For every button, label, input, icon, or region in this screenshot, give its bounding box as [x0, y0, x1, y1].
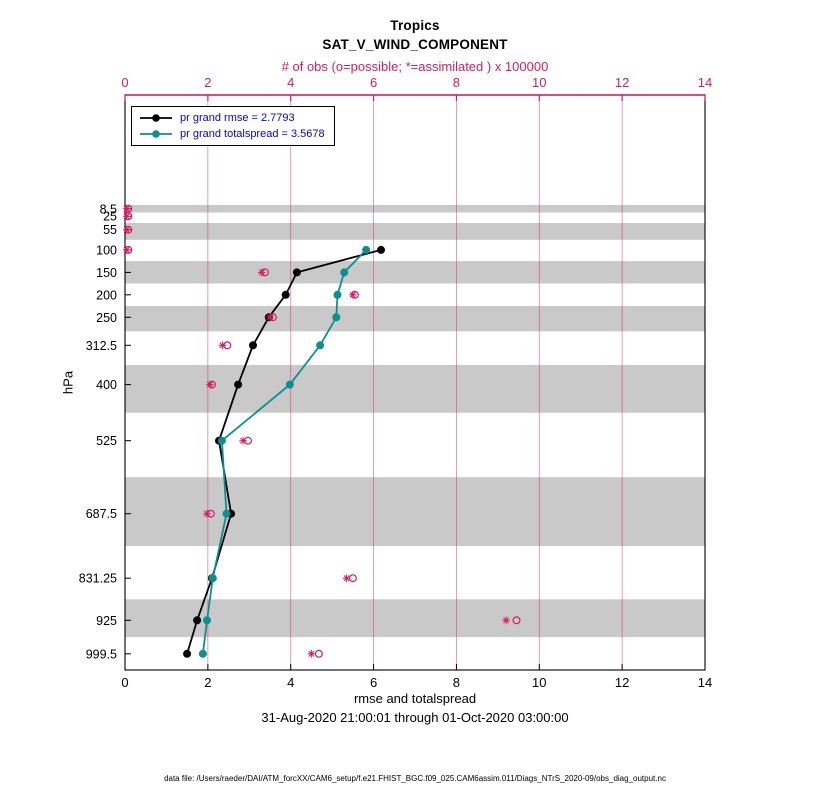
- y-tick-label: 687.5: [86, 507, 117, 521]
- totalspread-line-swatch: [140, 130, 172, 138]
- totalspread-marker: [316, 341, 325, 350]
- obs-assimilated-marker: [206, 380, 214, 389]
- y-axis-label: hPa: [60, 370, 76, 395]
- y-tick-label: 312.5: [86, 339, 117, 353]
- region-title: Tropics: [390, 18, 440, 33]
- obs-assimilated-marker: [349, 291, 357, 299]
- totalspread-marker: [208, 574, 217, 583]
- y-tick-label: 25: [103, 210, 117, 224]
- y-tick-label: 999.5: [86, 647, 117, 661]
- level-shading-band: [125, 261, 705, 284]
- legend-item-totalspread: pr grand totalspread = 3.5678: [139, 128, 325, 140]
- y-tick-label: 925: [96, 614, 117, 628]
- obs-tick-label: 10: [532, 75, 546, 90]
- obs-tick-label: 14: [698, 75, 712, 90]
- x-tick-label: 0: [121, 675, 128, 690]
- rmse-marker: [281, 290, 290, 299]
- obs-assimilated-marker: [342, 574, 351, 582]
- x-tick-label: 8: [453, 675, 460, 690]
- totalspread-marker: [333, 290, 342, 299]
- obs-assimilated-marker: [307, 650, 316, 658]
- legend-label-totalspread: pr grand totalspread = 3.5678: [180, 128, 325, 140]
- y-tick-label: 200: [96, 288, 117, 302]
- obs-assimilated-marker: [239, 436, 247, 445]
- y-tick-label: 55: [103, 223, 117, 237]
- obs-possible-marker: [348, 574, 357, 583]
- totalspread-marker: [217, 436, 226, 445]
- obs-assimilated-marker: [122, 205, 131, 213]
- x-tick-label: 12: [615, 675, 629, 690]
- level-shading-band: [125, 205, 705, 213]
- rmse-marker: [183, 649, 192, 658]
- y-tick-label: 250: [96, 311, 117, 325]
- x-tick-label: 10: [532, 675, 546, 690]
- rmse-marker: [193, 616, 202, 625]
- rmse-marker: [234, 380, 243, 389]
- x-tick-label: 4: [287, 675, 294, 690]
- legend-label-rmse: pr grand rmse = 2.7793: [180, 112, 295, 124]
- totalspread-marker: [362, 245, 371, 254]
- x-axis-label: rmse and totalspread: [353, 691, 477, 706]
- totalspread-marker: [203, 616, 211, 625]
- y-tick-label: 831.25: [79, 572, 117, 586]
- rmse-marker: [249, 341, 257, 350]
- totalspread-marker: [285, 380, 294, 389]
- y-tick-label: 100: [96, 243, 117, 257]
- level-shading-band: [125, 599, 705, 638]
- variable-title: SAT_V_WIND_COMPONENT: [322, 37, 508, 52]
- x-tick-label: 6: [370, 675, 377, 690]
- obs-tick-label: 12: [615, 75, 629, 90]
- level-shading-band: [125, 477, 705, 546]
- datafile-label: data file: /Users/raeder/DAI/ATM_forcXX/…: [164, 774, 666, 783]
- level-shading-band: [125, 306, 705, 332]
- obs-assimilated-marker: [218, 341, 227, 350]
- obs-tick-label: 2: [204, 75, 211, 90]
- obs-assimilated-marker: [122, 225, 131, 234]
- obs-tick-label: 6: [370, 75, 377, 90]
- rmse-marker: [292, 268, 301, 277]
- timespan-label: 31-Aug-2020 21:00:01 through 01-Oct-2020…: [261, 710, 569, 725]
- obs-assimilated-marker: [502, 616, 510, 625]
- obs-tick-label: 8: [453, 75, 460, 90]
- obs-assimilated-marker: [266, 313, 274, 322]
- level-shading-band: [125, 365, 705, 413]
- obs-tick-label: 4: [287, 75, 294, 90]
- y-tick-label: 8.5: [100, 202, 117, 216]
- rmse-line-swatch: [140, 114, 172, 122]
- x-tick-label: 14: [698, 675, 712, 690]
- level-shading-band: [125, 223, 705, 240]
- obs-assimilated-marker: [122, 212, 131, 220]
- obs-tick-label: 0: [121, 75, 128, 90]
- totalspread-marker: [198, 649, 207, 658]
- legend-item-rmse: pr grand rmse = 2.7793: [139, 112, 325, 124]
- obs-axis-label: # of obs (o=possible; *=assimilated ) x …: [281, 59, 549, 74]
- totalspread-marker: [332, 313, 341, 322]
- obs-possible-marker: [314, 649, 323, 658]
- y-tick-label: 150: [96, 266, 117, 280]
- y-tick-label: 525: [96, 434, 117, 448]
- obs-possible-marker: [512, 616, 521, 625]
- obs-assimilated-marker: [257, 268, 266, 277]
- obs-assimilated-marker: [203, 509, 211, 518]
- totalspread-marker: [222, 509, 231, 518]
- y-tick-label: 400: [96, 378, 117, 392]
- x-tick-label: 2: [204, 675, 211, 690]
- legend: pr grand rmse = 2.7793 pr grand totalspr…: [131, 106, 335, 146]
- totalspread-marker: [340, 268, 349, 277]
- rmse-marker: [377, 245, 385, 254]
- obs-assimilated-marker: [122, 246, 131, 254]
